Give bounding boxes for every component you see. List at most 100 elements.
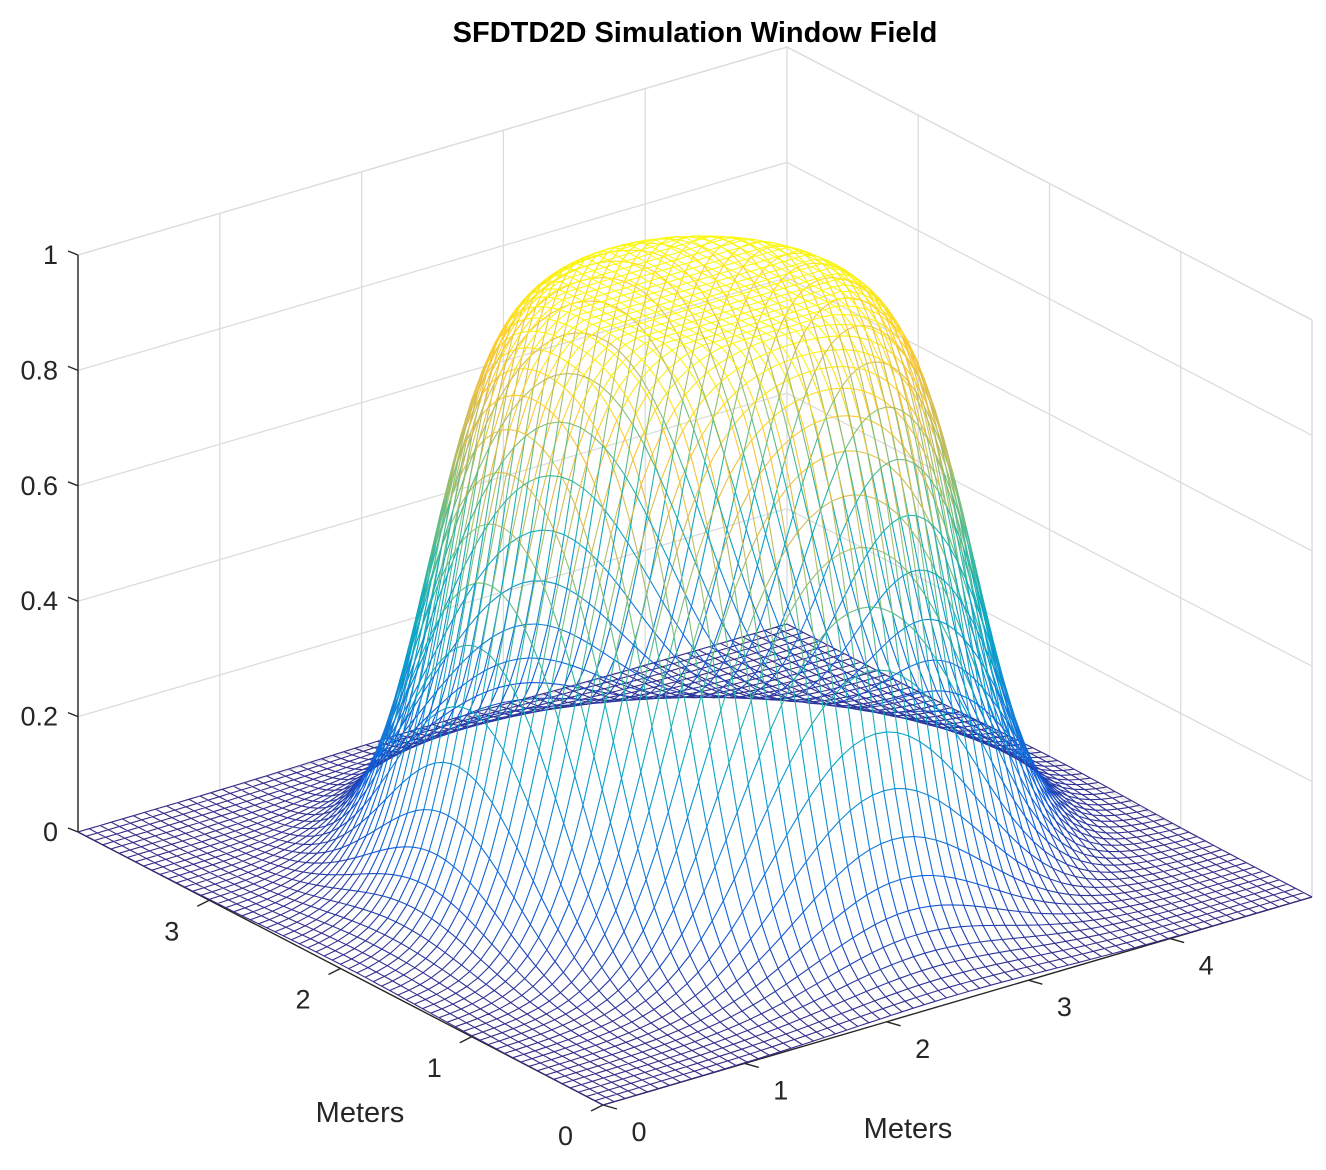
mesh-line <box>462 394 871 541</box>
mesh-line <box>355 659 1052 939</box>
mesh-line <box>761 599 940 673</box>
mesh-line <box>402 584 1007 858</box>
x-tick-label: 2 <box>915 1034 930 1064</box>
mesh-line <box>448 517 901 654</box>
mesh-line <box>458 747 1060 955</box>
mesh-line <box>634 543 977 685</box>
x-tick-label: 0 <box>631 1117 646 1147</box>
mesh-line <box>445 434 871 614</box>
mesh-line <box>487 303 829 409</box>
mesh-line <box>654 506 966 637</box>
mesh-line <box>416 494 728 621</box>
mesh-line <box>528 246 878 381</box>
mesh-line <box>452 525 618 619</box>
mesh-line <box>433 491 888 739</box>
mesh-line <box>450 525 629 596</box>
mesh-line <box>646 314 892 399</box>
mesh-line <box>377 606 1005 848</box>
mesh-line <box>413 509 974 764</box>
mesh-line <box>546 375 557 424</box>
mesh-line <box>480 408 623 499</box>
mesh-line <box>443 378 733 501</box>
mesh-line <box>424 440 802 599</box>
mesh-line <box>231 689 1173 1050</box>
mesh-line <box>426 459 885 677</box>
mesh-line <box>374 643 953 850</box>
mesh-line <box>357 660 869 841</box>
mesh-line <box>548 235 856 353</box>
mesh-line <box>267 693 1134 1033</box>
mesh-line <box>524 506 956 677</box>
mesh-line <box>445 530 920 709</box>
mesh-line <box>443 371 879 533</box>
mesh-line <box>341 679 794 818</box>
mesh-line <box>483 475 595 537</box>
mesh-line <box>522 371 939 532</box>
mesh-line <box>508 478 961 635</box>
mesh-line <box>470 307 922 492</box>
mesh-line <box>750 852 1017 940</box>
mesh-line <box>490 264 878 408</box>
mesh-line <box>692 800 1026 915</box>
mesh-line <box>844 669 890 685</box>
y-axis-label: Meters <box>316 1097 405 1129</box>
mesh-line <box>424 444 811 599</box>
mesh-line <box>429 417 890 592</box>
mesh-line <box>457 385 874 562</box>
mesh-line <box>465 324 711 424</box>
mesh-line <box>492 294 856 434</box>
mesh-line <box>511 277 902 436</box>
mesh-line <box>471 337 681 435</box>
mesh-line <box>822 674 912 709</box>
mesh-line <box>479 406 958 596</box>
mesh-line <box>427 537 964 802</box>
mesh-line <box>438 429 706 540</box>
mesh-line <box>806 552 896 587</box>
mesh-line <box>495 377 936 571</box>
mesh-line <box>498 253 818 372</box>
mesh-line <box>797 498 888 532</box>
mesh-line <box>449 400 953 623</box>
x-tick-mark <box>602 1104 618 1110</box>
mesh-line <box>371 621 1032 895</box>
mesh-line <box>467 409 890 586</box>
mesh-line <box>496 266 705 343</box>
mesh-line <box>557 236 827 357</box>
mesh-line <box>522 524 967 725</box>
mesh-line <box>552 443 953 611</box>
mesh-line <box>544 423 945 589</box>
mesh-line <box>502 427 593 462</box>
mesh-line <box>475 637 979 833</box>
mesh-line <box>817 552 893 633</box>
mesh-line <box>775 526 918 623</box>
x-tick-mark <box>744 1062 759 1069</box>
mesh-line <box>383 594 761 734</box>
mesh-line <box>431 665 574 725</box>
mesh-line <box>530 332 917 504</box>
mesh-line <box>434 542 923 764</box>
box-edge <box>786 46 1313 321</box>
mesh-line <box>410 531 991 786</box>
x-tick-mark <box>886 1021 901 1027</box>
mesh-line <box>527 475 890 685</box>
mesh-line <box>483 600 973 811</box>
mesh-line <box>442 419 866 612</box>
mesh-line <box>517 299 873 432</box>
mesh-line <box>364 662 706 775</box>
mesh-line <box>534 254 823 349</box>
mesh-line <box>468 327 700 427</box>
mesh-line <box>415 518 991 774</box>
mesh-line <box>557 595 989 757</box>
mesh-line <box>401 600 1007 858</box>
mesh-line <box>354 685 888 858</box>
mesh-line <box>466 397 653 497</box>
mesh-line <box>483 445 604 531</box>
x-axis-label: Meters <box>864 1113 953 1145</box>
mesh-line <box>459 700 513 726</box>
mesh-line <box>469 424 634 522</box>
mesh-line <box>516 438 939 615</box>
y-tick-mark <box>459 1036 473 1044</box>
mesh-line <box>401 553 1005 806</box>
z-tick-label: 0 <box>43 817 58 847</box>
